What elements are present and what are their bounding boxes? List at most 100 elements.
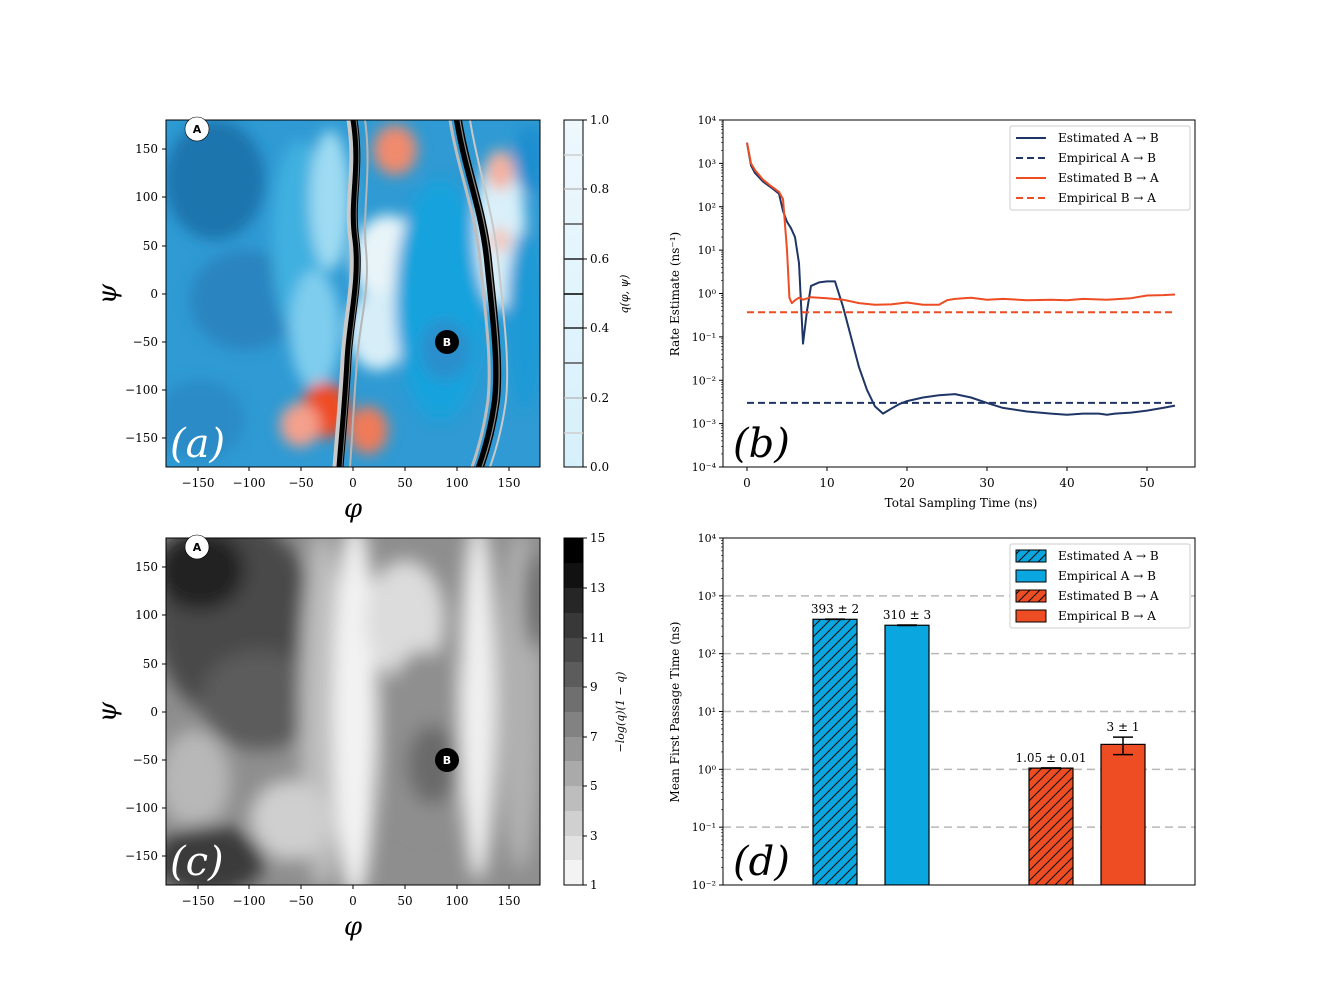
y-tick-label: 10⁻¹: [692, 331, 716, 344]
bar-value-label: 393 ± 2: [811, 602, 859, 616]
y-tick-label: 10⁻¹: [692, 821, 716, 834]
x-tick: 50: [397, 476, 412, 490]
legend-label: Empirical B → A: [1058, 609, 1156, 623]
legend-label: Empirical A → B: [1058, 151, 1156, 165]
committor-heatmap: [166, 120, 540, 467]
state-a-marker: [184, 534, 210, 560]
bar: [1028, 767, 1074, 885]
y-tick-label: 10³: [698, 157, 716, 170]
x-tick-label: 40: [1059, 476, 1074, 490]
legend-swatch: [1015, 549, 1047, 563]
x-axis-c: −150 −100 −50 0 50 100 150 φ: [182, 885, 521, 942]
y-tick-label: 10²: [698, 201, 716, 214]
state-a-label: A: [193, 123, 202, 136]
y-axis-label: ψ: [93, 701, 123, 722]
x-tick: −150: [182, 476, 215, 490]
y-tick: 100: [135, 608, 158, 622]
y-tick: 150: [135, 560, 158, 574]
legend-swatch: [1015, 589, 1047, 603]
state-a-label: A: [193, 541, 202, 554]
y-tick-label: 10⁴: [698, 114, 717, 127]
x-tick: 100: [446, 476, 469, 490]
colorbar-tick: 0.2: [590, 391, 609, 405]
legend-d: Estimated A → B Empirical A → B Estimated …: [1009, 543, 1191, 629]
y-tick: −150: [125, 431, 158, 445]
colorbar-tick: 11: [590, 631, 605, 645]
y-tick: 100: [135, 190, 158, 204]
x-tick: −100: [233, 476, 266, 490]
y-axis-label: Rate Estimate (ns⁻¹): [668, 232, 682, 356]
y-tick-label: 10⁴: [698, 532, 717, 545]
x-axis-label: φ: [344, 494, 363, 524]
y-tick-label: 10¹: [698, 706, 716, 719]
legend-swatch: [1015, 609, 1047, 623]
y-tick-label: 10⁰: [698, 288, 717, 301]
colorbar-label: q(φ, ψ): [618, 275, 631, 314]
bar: [884, 624, 930, 885]
x-tick-label: 50: [1139, 476, 1154, 490]
y-axis-c: 150 100 50 0 −50 −100 −150 ψ: [93, 560, 166, 863]
panel-label-d: (d): [733, 839, 790, 885]
y-tick: −50: [133, 335, 158, 349]
panel-a: (a) A B −150 −100 −50 0 50 100 150 φ: [93, 113, 631, 524]
y-axis-a: 150 100 50 0 −50 −100 −150 ψ: [93, 142, 166, 445]
colorbar-tick: 5: [590, 779, 598, 793]
panel-d: 393 ± 2 310 ± 3 1.05 ± 0.01 3 ± 1 10⁴ 10³ 10²…: [668, 532, 1196, 892]
y-tick: −50: [133, 753, 158, 767]
y-tick-label: 10⁻⁴: [692, 461, 717, 474]
state-b-label: B: [443, 754, 451, 767]
x-axis-label: Total Sampling Time (ns): [885, 496, 1038, 510]
y-tick: 50: [143, 239, 158, 253]
panel-label-b: (b): [733, 421, 790, 467]
colorbar-a: 1.0 0.8 0.6 0.4 0.2 0.0 q(φ, ψ): [563, 113, 631, 474]
x-tick: 0: [349, 476, 357, 490]
panel-label-c: (c): [170, 839, 224, 885]
colorbar-label: −log(q)(1 − q): [614, 672, 627, 753]
legend-label: Estimated B → A: [1058, 171, 1159, 185]
y-tick-label: 10²: [698, 648, 716, 661]
x-tick: −50: [288, 476, 313, 490]
x-axis-label: φ: [344, 912, 363, 942]
colorbar-c: 15 13 11 9 7 5 3 1 −log(q)(1 − q): [563, 531, 627, 892]
colorbar-tick: 1.0: [590, 113, 609, 127]
bar-value-label: 1.05 ± 0.01: [1015, 751, 1086, 765]
y-tick: 150: [135, 142, 158, 156]
y-tick-label: 10³: [698, 590, 716, 603]
state-b-marker: [435, 330, 459, 354]
y-tick: −100: [125, 801, 158, 815]
x-tick: −50: [288, 894, 313, 908]
panel-b: 0 10 20 30 40 50 10⁴ 10³ 10² 10¹ 10⁰ 10⁻¹ 10⁻² 10⁻³ 10…: [668, 114, 1196, 510]
bar: [1100, 743, 1146, 885]
x-tick-label: 0: [743, 476, 751, 490]
y-tick: 0: [150, 705, 158, 719]
legend-b: Estimated A → B Empirical A → B Estimated …: [1009, 125, 1191, 211]
y-tick-label: 10¹: [698, 244, 716, 257]
x-tick: 50: [397, 894, 412, 908]
colorbar-tick: 0.0: [590, 460, 609, 474]
state-a-marker: [184, 116, 210, 142]
x-tick-label: 30: [979, 476, 994, 490]
legend-swatch: [1015, 569, 1047, 583]
panel-label-a: (a): [170, 421, 225, 467]
y-tick: −150: [125, 849, 158, 863]
state-b-label: B: [443, 336, 451, 349]
series-line: [746, 142, 1176, 416]
legend-label: Estimated A → B: [1058, 131, 1159, 145]
y-tick-label: 10⁰: [698, 763, 717, 776]
x-tick: 150: [498, 476, 521, 490]
y-axis-label: Mean First Passage Time (ns): [668, 622, 682, 803]
colorbar-tick: 0.6: [590, 252, 609, 266]
y-tick-label: 10⁻²: [692, 879, 716, 892]
colorbar-tick: 3: [590, 829, 598, 843]
panel-c: (c) A B −150 −100 −50 0 50 100 150 φ: [93, 531, 627, 942]
y-axis-label: ψ: [93, 283, 123, 304]
legend-label: Estimated B → A: [1058, 589, 1159, 603]
x-tick: 150: [498, 894, 521, 908]
colorbar-tick: 15: [590, 531, 605, 545]
y-tick-label: 10⁻³: [692, 418, 716, 431]
colorbar-tick: 0.8: [590, 182, 609, 196]
colorbar-tick: 7: [590, 730, 598, 744]
y-tick: −100: [125, 383, 158, 397]
x-axis-a: −150 −100 −50 0 50 100 150 φ: [182, 467, 521, 524]
bar-value-label: 310 ± 3: [883, 608, 931, 622]
